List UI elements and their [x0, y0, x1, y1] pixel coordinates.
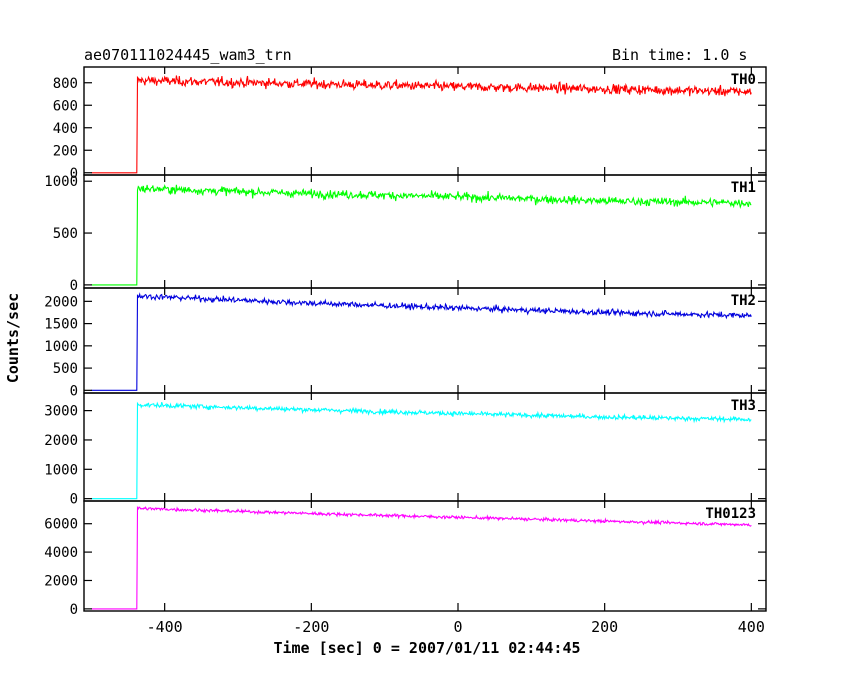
- y-tick-label: 400: [53, 121, 78, 137]
- panel-label-th0: TH0: [731, 72, 756, 88]
- x-tick-label: -200: [293, 618, 329, 636]
- y-tick-label: 6000: [44, 517, 78, 533]
- panel-label-th0123: TH0123: [705, 506, 756, 522]
- y-tick-label: 1000: [44, 462, 78, 478]
- panel-frame-th3: [83, 392, 767, 502]
- x-tick-label: 200: [591, 618, 618, 636]
- y-tick-label: 2000: [44, 433, 78, 449]
- y-tick-label: 1000: [44, 339, 78, 355]
- panel-label-th1: TH1: [731, 180, 756, 196]
- y-tick-label: 600: [53, 98, 78, 114]
- x-tick-label: -400: [147, 618, 183, 636]
- y-tick-label: 0: [70, 492, 78, 508]
- y-tick-label: 1500: [44, 317, 78, 333]
- y-tick-label: 2000: [44, 294, 78, 310]
- panel-frame-th2: [83, 287, 767, 394]
- y-tick-label: 500: [53, 226, 78, 242]
- y-tick-label: 200: [53, 143, 78, 159]
- y-tick-label: 4000: [44, 545, 78, 561]
- series-line-th0: [91, 75, 752, 174]
- y-tick-label: 0: [70, 278, 78, 294]
- series-line-th2: [91, 292, 752, 391]
- y-tick-label: 2000: [44, 573, 78, 589]
- x-axis-label: Time [sec] 0 = 2007/01/11 02:44:45: [273, 639, 580, 657]
- panel-frame-th1: [83, 174, 767, 289]
- panel-frame-th0: [83, 66, 767, 176]
- x-tick-label: 400: [738, 618, 765, 636]
- panel-label-th2: TH2: [731, 293, 756, 309]
- series-line-th3: [91, 401, 752, 500]
- y-tick-label: 1000: [44, 174, 78, 190]
- chart-title: ae070111024445_wam3_trn: [84, 46, 292, 64]
- x-tick-label: 0: [453, 618, 462, 636]
- panel-label-th3: TH3: [731, 398, 756, 414]
- y-tick-label: 500: [53, 361, 78, 377]
- y-tick-label: 0: [70, 166, 78, 182]
- series-line-th1: [91, 183, 752, 286]
- y-tick-label: 3000: [44, 404, 78, 420]
- y-tick-label: 800: [53, 76, 78, 92]
- y-tick-label: 0: [70, 602, 78, 618]
- y-tick-label: 0: [70, 383, 78, 399]
- panel-frame-th0123: [83, 500, 767, 612]
- y-axis-label: Counts/sec: [4, 293, 22, 383]
- series-line-th0123: [91, 505, 752, 610]
- bin-time-label: Bin time: 1.0 s: [612, 46, 748, 64]
